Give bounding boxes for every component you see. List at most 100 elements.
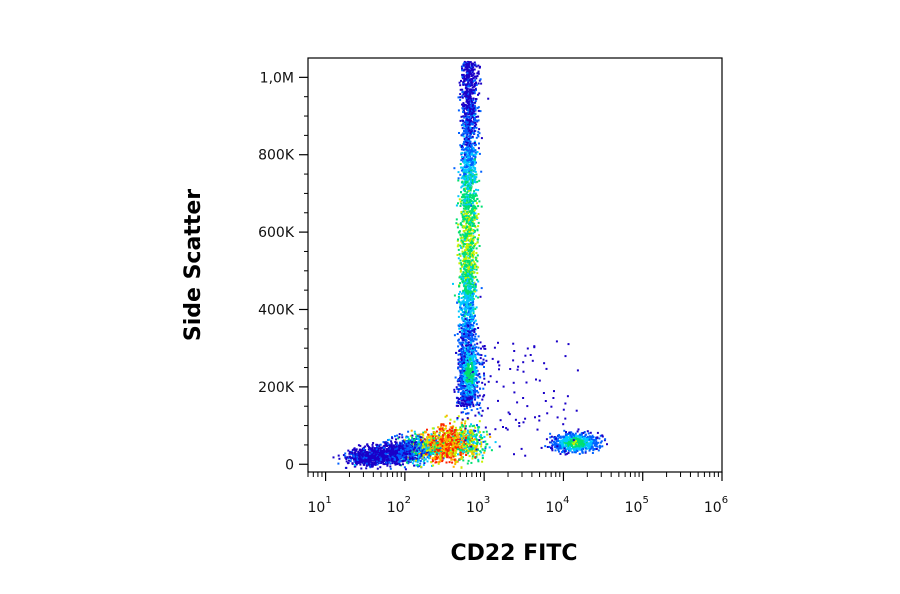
event-dot [430, 461, 433, 464]
event-dot [374, 456, 377, 459]
event-dot [380, 460, 383, 463]
event-dot [457, 299, 460, 301]
event-dot [459, 244, 462, 247]
event-dot [404, 448, 407, 451]
event-dot [463, 193, 466, 196]
event-dot [411, 434, 414, 437]
event-dot [475, 265, 478, 268]
event-dot [463, 91, 466, 94]
event-dot [474, 244, 476, 246]
event-dot [473, 209, 476, 212]
event-dot [469, 443, 472, 446]
event-dot [469, 294, 472, 297]
event-dot [462, 320, 465, 323]
event-dot [435, 442, 438, 445]
event-dot [367, 448, 370, 451]
event-dot [470, 89, 473, 91]
event-dot [471, 157, 474, 160]
event-dot [461, 88, 464, 91]
event-dot [472, 453, 475, 456]
event-dot [451, 427, 454, 430]
event-dot [351, 449, 354, 452]
event-dot [461, 281, 464, 284]
event-dot [475, 123, 478, 126]
event-dot [351, 451, 354, 454]
event-dot [454, 429, 457, 431]
event-dot [448, 453, 451, 456]
event-dot [470, 117, 473, 120]
event-dot [427, 448, 430, 451]
event-dot [357, 450, 360, 453]
event-dot [365, 462, 368, 465]
event-dot [423, 454, 425, 457]
event-dot [474, 426, 477, 429]
event-dot [367, 452, 370, 455]
event-dot [466, 436, 469, 439]
event-dot [408, 441, 411, 443]
event-dot [470, 177, 473, 179]
event-dot [473, 174, 476, 177]
event-dot [456, 437, 459, 440]
event-dot [370, 448, 373, 451]
event-dot [423, 456, 426, 459]
event-dot [469, 221, 472, 224]
event-dot [472, 155, 475, 158]
event-dot [474, 436, 477, 439]
event-dot [447, 451, 450, 454]
event-dot [364, 461, 367, 464]
event-dot [474, 456, 477, 459]
event-dot [379, 443, 382, 446]
event-dot [472, 312, 475, 315]
event-dot [473, 176, 476, 178]
event-dot [388, 438, 391, 441]
event-dot [476, 395, 479, 398]
event-dot [354, 452, 357, 454]
event-dot [467, 155, 470, 157]
event-dot [429, 456, 432, 459]
event-dot [380, 453, 383, 456]
event-dot [462, 226, 465, 229]
event-dot [460, 466, 463, 469]
event-dot [464, 190, 467, 193]
event-dot [473, 217, 476, 220]
event-dot [472, 236, 475, 239]
event-dot [464, 445, 467, 448]
event-dot [369, 457, 372, 460]
event-dot [477, 72, 480, 75]
event-dot [401, 454, 404, 457]
event-dot [417, 453, 420, 455]
event-dot [472, 192, 475, 195]
event-dot [472, 196, 475, 199]
event-dot [390, 440, 393, 443]
event-dot [443, 448, 445, 451]
event-dot [462, 258, 465, 261]
event-dot [420, 440, 423, 443]
event-dot [467, 198, 470, 201]
event-dot [461, 324, 464, 327]
event-dot [388, 453, 391, 455]
event-dot [460, 211, 463, 213]
event-dot [473, 276, 476, 279]
event-dot [459, 433, 462, 436]
event-dot [441, 456, 444, 459]
event-dot [409, 434, 412, 437]
event-dot [462, 158, 465, 161]
event-dot [465, 273, 467, 276]
event-dot [473, 214, 476, 217]
event-dot [461, 264, 464, 267]
event-dot [430, 449, 433, 451]
event-dot [425, 446, 428, 449]
event-dot [465, 265, 468, 268]
event-dot [392, 459, 395, 462]
event-dot [458, 436, 461, 439]
event-dot [441, 452, 444, 455]
event-dot [454, 441, 457, 444]
event-dot [471, 180, 474, 183]
event-dot [425, 439, 427, 441]
event-dot [376, 463, 379, 466]
event-dot [379, 466, 382, 469]
event-dot [456, 333, 459, 335]
event-dot [419, 459, 422, 462]
event-dot [461, 181, 464, 184]
event-dot [464, 129, 467, 132]
